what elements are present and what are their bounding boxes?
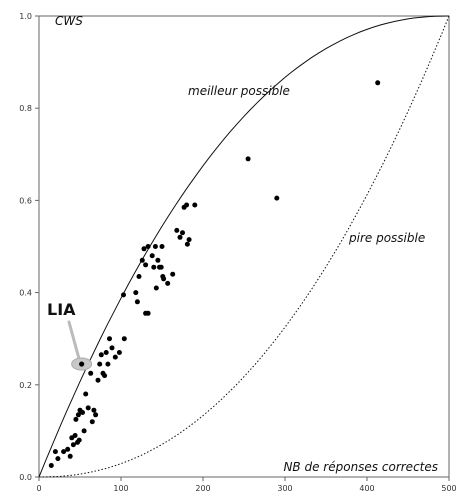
lia-pointer bbox=[67, 320, 82, 363]
data-point bbox=[145, 244, 151, 249]
data-point bbox=[133, 290, 139, 296]
data-point bbox=[192, 202, 198, 208]
data-point bbox=[107, 336, 112, 342]
data-point bbox=[153, 285, 159, 291]
data-point bbox=[151, 264, 157, 270]
data-point bbox=[89, 419, 95, 425]
data-point bbox=[165, 280, 171, 286]
data-point bbox=[61, 449, 67, 455]
lia-point bbox=[79, 361, 85, 367]
y-axis-ticks: 0.0 0.2 0.4 0.6 0.8 1.0 bbox=[19, 12, 39, 482]
data-point bbox=[67, 453, 73, 459]
data-point bbox=[73, 416, 79, 422]
data-point bbox=[121, 336, 127, 342]
data-point bbox=[155, 257, 161, 263]
data-point bbox=[112, 354, 118, 360]
x-tick-label: 200 bbox=[195, 484, 210, 493]
data-point bbox=[93, 412, 99, 418]
x-tick-label: 400 bbox=[359, 484, 374, 493]
data-point bbox=[134, 299, 140, 305]
worst-curve-label: pire possible bbox=[348, 231, 425, 245]
data-point bbox=[97, 361, 103, 367]
best-possible-curve bbox=[38, 15, 450, 478]
data-point bbox=[159, 244, 165, 249]
data-point bbox=[83, 391, 89, 397]
x-tick-label: 100 bbox=[113, 484, 128, 493]
x-tick-label: 500 bbox=[441, 484, 456, 493]
lia-label: LIA bbox=[47, 300, 76, 319]
data-point bbox=[184, 202, 190, 208]
data-point bbox=[88, 370, 94, 376]
data-point bbox=[72, 433, 78, 438]
x-tick-label: 300 bbox=[277, 484, 292, 493]
data-point bbox=[116, 350, 122, 355]
data-point bbox=[76, 437, 82, 443]
data-point bbox=[184, 241, 190, 247]
data-point bbox=[105, 361, 111, 367]
data-point bbox=[274, 195, 280, 201]
data-point bbox=[158, 264, 164, 270]
best-curve-label: meilleur possible bbox=[188, 84, 290, 98]
plot-border bbox=[38, 15, 450, 478]
data-point bbox=[180, 230, 185, 236]
data-point bbox=[177, 234, 183, 240]
data-point bbox=[174, 227, 180, 233]
data-point bbox=[52, 449, 58, 455]
data-point bbox=[109, 345, 115, 351]
data-point bbox=[95, 377, 101, 383]
data-point bbox=[375, 80, 381, 86]
y-tick-label: 0.2 bbox=[19, 381, 32, 390]
data-point bbox=[245, 156, 251, 162]
data-point bbox=[70, 442, 76, 448]
data-point bbox=[55, 456, 61, 462]
y-tick-label: 1.0 bbox=[19, 12, 32, 21]
data-point bbox=[103, 350, 109, 355]
y-tick-label: 0.8 bbox=[19, 104, 32, 113]
data-point bbox=[85, 405, 91, 411]
y-tick-label: 0.4 bbox=[19, 289, 32, 298]
data-point bbox=[91, 407, 97, 413]
data-point bbox=[149, 253, 155, 259]
x-axis-ticks: 0 100 200 300 400 500 bbox=[36, 477, 457, 493]
data-point bbox=[75, 412, 81, 418]
data-point bbox=[141, 246, 147, 252]
data-point bbox=[136, 274, 142, 279]
data-point bbox=[152, 244, 158, 249]
plot-frame bbox=[38, 15, 450, 478]
data-point bbox=[161, 276, 167, 282]
data-point bbox=[121, 292, 126, 298]
data-point bbox=[48, 463, 54, 468]
x-tick-label: 0 bbox=[36, 484, 41, 493]
lia-highlight bbox=[67, 320, 93, 371]
data-point bbox=[186, 237, 192, 243]
data-point bbox=[102, 373, 108, 379]
data-points bbox=[48, 80, 381, 468]
data-point bbox=[81, 428, 87, 434]
worst-possible-curve bbox=[38, 15, 450, 478]
x-axis-label: NB de réponses correctes bbox=[283, 460, 438, 474]
y-axis-label: CWS bbox=[55, 14, 83, 28]
data-point bbox=[143, 262, 149, 268]
reference-curves bbox=[38, 15, 450, 478]
data-point bbox=[80, 410, 85, 415]
data-point bbox=[98, 352, 104, 358]
data-point bbox=[145, 310, 151, 316]
data-point bbox=[139, 257, 145, 263]
y-tick-label: 0.6 bbox=[19, 196, 32, 205]
data-point bbox=[65, 446, 71, 452]
y-tick-label: 0.0 bbox=[19, 473, 32, 482]
data-point bbox=[170, 271, 176, 277]
